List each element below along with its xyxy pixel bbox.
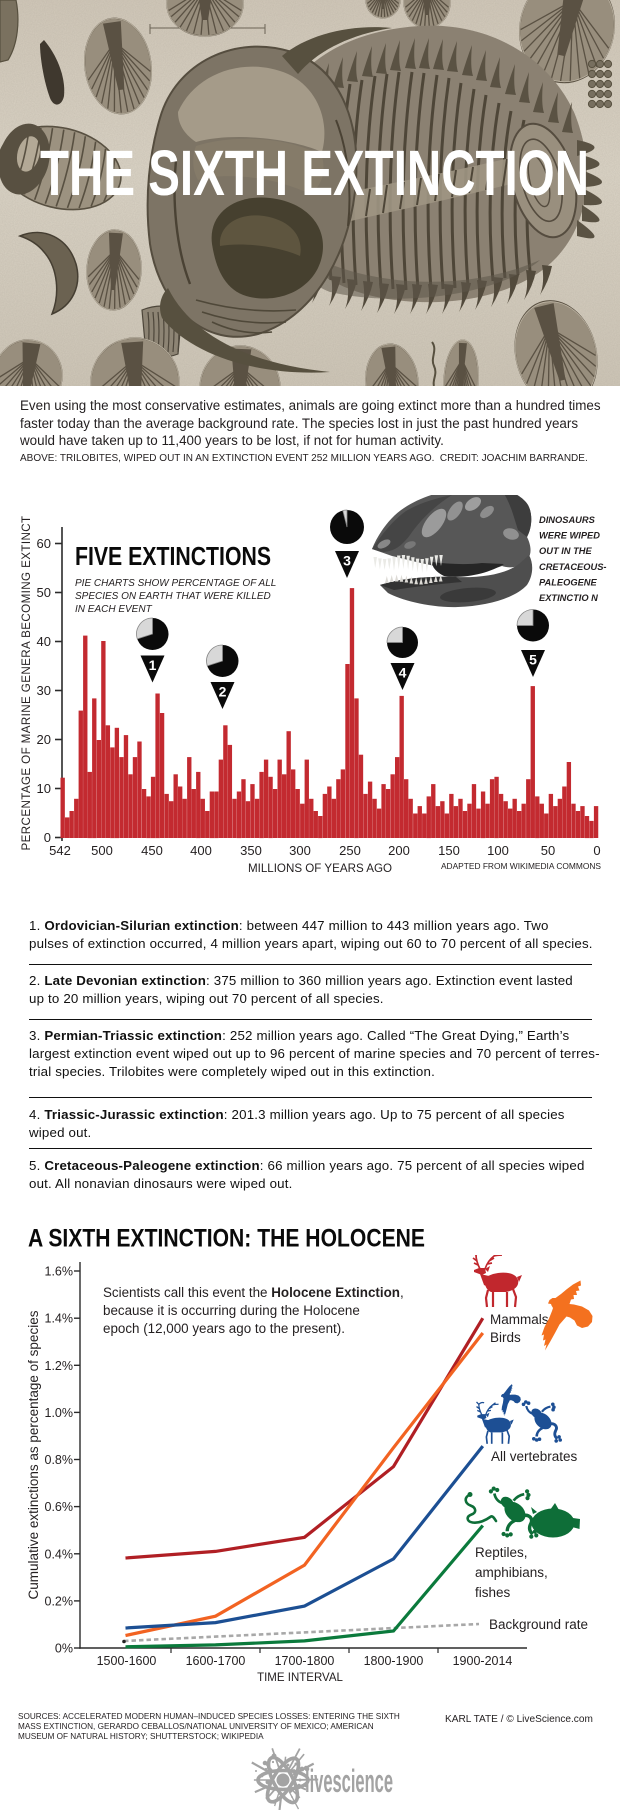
svg-text:Birds: Birds [490,1330,521,1345]
svg-text:0.6%: 0.6% [45,1500,74,1514]
svg-text:1.2%: 1.2% [45,1359,74,1373]
svg-text:MILLIONS OF YEARS AGO: MILLIONS OF YEARS AGO [248,862,392,875]
svg-text:0.2%: 0.2% [45,1594,74,1608]
svg-text:1800-1900: 1800-1900 [364,1654,424,1668]
svg-text:THE SIXTH EXTINCTION: THE SIXTH EXTINCTION [40,137,589,209]
svg-text:Reptiles,: Reptiles, [475,1545,528,1560]
svg-text:50: 50 [541,843,555,858]
svg-text:1.6%: 1.6% [45,1265,74,1279]
svg-text:FIVE EXTINCTIONS: FIVE EXTINCTIONS [75,541,271,571]
svg-text:300: 300 [289,843,311,858]
svg-text:Cumulative extinctions as perc: Cumulative extinctions as percentage of … [26,1310,41,1599]
svg-text:A SIXTH EXTINCTION: THE HOLOCE: A SIXTH EXTINCTION: THE HOLOCENE [28,1225,425,1253]
svg-text:1: 1 [149,657,157,673]
svg-text:WERE WIPED: WERE WIPED [539,531,600,541]
svg-text:SPECIES ON EARTH THAT WERE KIL: SPECIES ON EARTH THAT WERE KILLED [75,591,271,602]
svg-text:30: 30 [37,683,51,698]
svg-text:All vertebrates: All vertebrates [491,1449,578,1464]
svg-text:0.8%: 0.8% [45,1453,74,1467]
svg-text:2: 2 [219,684,227,700]
svg-text:1700-1800: 1700-1800 [275,1654,335,1668]
svg-text:Mammals: Mammals [490,1312,549,1327]
svg-text:1600-1700: 1600-1700 [186,1654,246,1668]
svg-text:PIE CHARTS SHOW PERCENTAGE OF: PIE CHARTS SHOW PERCENTAGE OF ALL [75,578,276,589]
svg-text:1500-1600: 1500-1600 [97,1654,157,1668]
svg-text:DINOSAURS: DINOSAURS [539,515,596,525]
svg-text:100: 100 [487,843,509,858]
svg-text:150: 150 [438,843,460,858]
svg-text:PALEOGENE: PALEOGENE [539,577,597,587]
svg-text:because it is occurring during: because it is occurring during the Holoc… [103,1303,360,1318]
svg-text:fishes: fishes [475,1585,511,1600]
svg-text:livescience: livescience [305,1763,393,1799]
svg-text:200: 200 [388,843,410,858]
svg-text:20: 20 [37,732,51,747]
svg-text:500: 500 [91,843,113,858]
svg-text:Scientists call this event the: Scientists call this event the Holocene … [103,1285,404,1300]
svg-text:PERCENTAGE OF MARINE GENERA BE: PERCENTAGE OF MARINE GENERA BECOMING EXT… [20,516,33,851]
svg-text:50: 50 [37,585,51,600]
svg-text:1900-2014: 1900-2014 [453,1654,513,1668]
svg-text:400: 400 [190,843,212,858]
svg-text:0: 0 [44,830,51,845]
svg-text:3: 3 [343,553,351,569]
svg-text:40: 40 [37,634,51,649]
svg-text:OUT IN THE: OUT IN THE [539,546,592,556]
svg-text:ADAPTED FROM WIKIMEDIA COMMONS: ADAPTED FROM WIKIMEDIA COMMONS [441,861,601,871]
svg-text:Background rate: Background rate [489,1617,588,1632]
svg-text:10: 10 [37,781,51,796]
svg-text:0: 0 [593,843,600,858]
svg-text:TIME INTERVAL: TIME INTERVAL [257,1672,343,1684]
svg-text:IN EACH EVENT: IN EACH EVENT [75,604,153,615]
svg-text:1.4%: 1.4% [45,1312,74,1326]
svg-text:1.0%: 1.0% [45,1406,74,1420]
svg-text:450: 450 [141,843,163,858]
svg-text:amphibians,: amphibians, [475,1565,548,1580]
svg-text:542: 542 [49,843,71,858]
svg-text:350: 350 [240,843,262,858]
svg-text:CRETACEOUS-: CRETACEOUS- [539,562,607,572]
svg-text:0.4%: 0.4% [45,1547,74,1561]
svg-text:4: 4 [399,665,407,681]
svg-text:5: 5 [529,652,537,668]
svg-text:EXTINCTIO N: EXTINCTIO N [539,593,598,603]
svg-text:250: 250 [339,843,361,858]
svg-text:0%: 0% [55,1642,73,1656]
svg-text:epoch (12,000 years ago to the: epoch (12,000 years ago to the present). [103,1321,345,1336]
svg-text:60: 60 [37,536,51,551]
